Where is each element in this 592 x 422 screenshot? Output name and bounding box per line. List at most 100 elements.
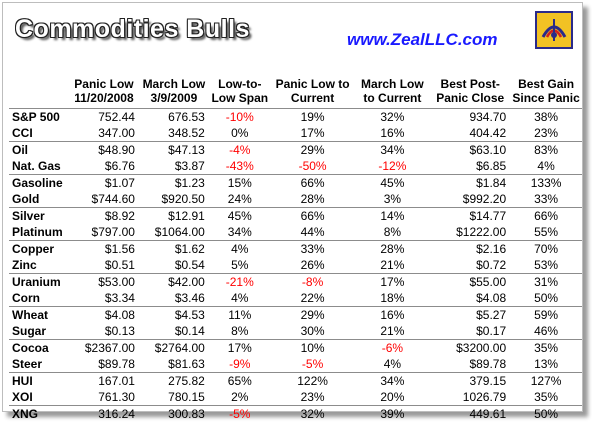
low-to-low-cell: 4% <box>209 241 271 258</box>
row-label: Corn <box>9 290 69 307</box>
row-label: S&P 500 <box>9 109 69 126</box>
best-gain-cell: 13% <box>510 356 582 373</box>
march-to-current-cell: 8% <box>354 224 430 241</box>
row-label: Nat. Gas <box>9 158 69 175</box>
low-to-low-cell: 17% <box>209 340 271 357</box>
best-close-cell: $89.78 <box>430 356 510 373</box>
march-low-cell: $47.13 <box>139 142 209 159</box>
march-low-cell: $3.46 <box>139 290 209 307</box>
march-to-current-cell: 21% <box>354 257 430 274</box>
best-close-cell: 934.70 <box>430 109 510 126</box>
best-close-cell: $4.08 <box>430 290 510 307</box>
panic-to-current-cell: 22% <box>271 290 355 307</box>
march-to-current-cell: 16% <box>354 307 430 324</box>
march-to-current-cell: 18% <box>354 290 430 307</box>
panic-to-current-cell: 44% <box>271 224 355 241</box>
march-to-current-cell: 34% <box>354 373 430 390</box>
col-header-panic-to-current: Panic Low to Current <box>271 75 355 109</box>
zeal-logo-icon <box>535 11 573 49</box>
march-to-current-cell: 4% <box>354 356 430 373</box>
best-gain-cell: 4% <box>510 158 582 175</box>
best-close-cell: $6.85 <box>430 158 510 175</box>
low-to-low-cell: 11% <box>209 307 271 324</box>
row-label: XNG <box>9 406 69 422</box>
row-label: Sugar <box>9 323 69 340</box>
best-gain-cell: 133% <box>510 175 582 192</box>
best-close-cell: $14.77 <box>430 208 510 225</box>
col-header-best-gain: Best Gain Since Panic <box>510 75 582 109</box>
low-to-low-cell: 4% <box>209 290 271 307</box>
row-label: Gold <box>9 191 69 208</box>
page-title: Commodities Bulls <box>15 15 250 44</box>
best-close-cell: $63.10 <box>430 142 510 159</box>
row-label: Uranium <box>9 274 69 291</box>
march-to-current-cell: 17% <box>354 274 430 291</box>
panic-to-current-cell: 28% <box>271 191 355 208</box>
table-frame: Commodities Bulls www.ZealLLC.com Panic … <box>2 2 583 412</box>
row-label: Cocoa <box>9 340 69 357</box>
march-low-cell: $2764.00 <box>139 340 209 357</box>
row-label: Oil <box>9 142 69 159</box>
march-low-cell: 348.52 <box>139 125 209 142</box>
march-to-current-cell: -6% <box>354 340 430 357</box>
best-gain-cell: 55% <box>510 224 582 241</box>
march-low-cell: $1.62 <box>139 241 209 258</box>
march-low-cell: $0.14 <box>139 323 209 340</box>
panic-low-cell: $0.51 <box>69 257 139 274</box>
best-gain-cell: 66% <box>510 208 582 225</box>
march-low-cell: 676.53 <box>139 109 209 126</box>
panic-to-current-cell: 32% <box>271 406 355 422</box>
best-gain-cell: 83% <box>510 142 582 159</box>
panic-low-cell: $1.07 <box>69 175 139 192</box>
row-label: Steer <box>9 356 69 373</box>
march-to-current-cell: 39% <box>354 406 430 422</box>
row-label: XOI <box>9 389 69 406</box>
low-to-low-cell: 65% <box>209 373 271 390</box>
panic-low-cell: 347.00 <box>69 125 139 142</box>
best-close-cell: $3200.00 <box>430 340 510 357</box>
march-low-cell: $81.63 <box>139 356 209 373</box>
best-close-cell: $0.72 <box>430 257 510 274</box>
panic-low-cell: 167.01 <box>69 373 139 390</box>
best-close-cell: $1222.00 <box>430 224 510 241</box>
best-gain-cell: 70% <box>510 241 582 258</box>
panic-low-cell: $8.92 <box>69 208 139 225</box>
row-label: Wheat <box>9 307 69 324</box>
best-gain-cell: 23% <box>510 125 582 142</box>
march-low-cell: $12.91 <box>139 208 209 225</box>
row-label: Copper <box>9 241 69 258</box>
best-close-cell: $5.27 <box>430 307 510 324</box>
march-low-cell: $4.53 <box>139 307 209 324</box>
panic-to-current-cell: 19% <box>271 109 355 126</box>
best-gain-cell: 33% <box>510 191 582 208</box>
site-link[interactable]: www.ZealLLC.com <box>347 30 498 50</box>
march-to-current-cell: 45% <box>354 175 430 192</box>
march-to-current-cell: 3% <box>354 191 430 208</box>
low-to-low-cell: -10% <box>209 109 271 126</box>
row-label: Silver <box>9 208 69 225</box>
col-header-march-low: March Low 3/9/2009 <box>139 75 209 109</box>
panic-to-current-cell: 66% <box>271 208 355 225</box>
best-gain-cell: 53% <box>510 257 582 274</box>
best-gain-cell: 127% <box>510 373 582 390</box>
header-row: Panic Low 11/20/2008 March Low 3/9/2009 … <box>9 75 582 109</box>
best-gain-cell: 38% <box>510 109 582 126</box>
panic-to-current-cell: -8% <box>271 274 355 291</box>
best-gain-cell: 59% <box>510 307 582 324</box>
best-gain-cell: 50% <box>510 290 582 307</box>
panic-to-current-cell: 29% <box>271 142 355 159</box>
best-gain-cell: 46% <box>510 323 582 340</box>
best-gain-cell: 50% <box>510 406 582 422</box>
panic-low-cell: $53.00 <box>69 274 139 291</box>
commodities-table: Panic Low 11/20/2008 March Low 3/9/2009 … <box>9 75 582 422</box>
